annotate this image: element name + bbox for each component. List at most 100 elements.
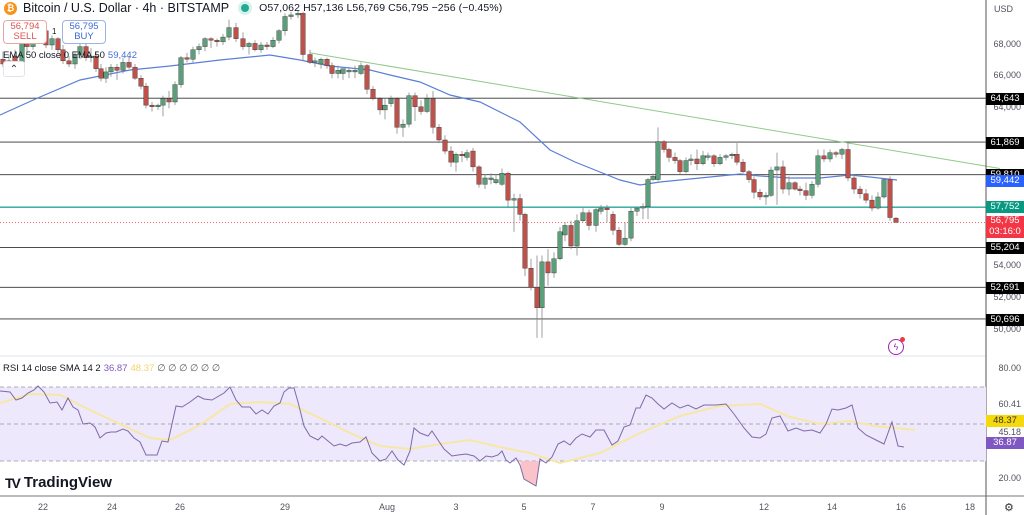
- rsi-tick-label: 20.00: [998, 473, 1021, 483]
- candle: [580, 212, 586, 221]
- candle: [640, 206, 646, 209]
- candle: [517, 198, 523, 215]
- candle: [270, 40, 276, 47]
- price-level-tag[interactable]: 61,869: [986, 137, 1024, 149]
- gear-icon[interactable]: ⚙: [1004, 502, 1014, 514]
- candle: [857, 188, 863, 195]
- tradingview-mark-icon: TV: [5, 474, 21, 491]
- rsi-value-tag: 48.37: [986, 415, 1024, 427]
- time-tick-label: 26: [174, 502, 186, 512]
- candle: [780, 166, 786, 190]
- candle: [539, 261, 545, 308]
- candle: [307, 54, 313, 63]
- candle: [827, 152, 833, 160]
- candle: [335, 70, 341, 74]
- candle: [149, 104, 155, 107]
- candle: [809, 184, 815, 196]
- candle: [604, 207, 610, 210]
- symbol-title[interactable]: Bitcoin / U.S. Dollar · 4h · BITSTAMP: [23, 1, 230, 15]
- candle: [622, 237, 628, 245]
- sell-button[interactable]: 56,794 SELL: [3, 20, 47, 44]
- currency-label[interactable]: USD: [994, 4, 1014, 14]
- price-level-tag[interactable]: 59,442: [986, 175, 1024, 187]
- price-level-tag[interactable]: 50,696: [986, 314, 1024, 326]
- candle: [172, 84, 178, 103]
- candle: [436, 127, 442, 141]
- candle: [418, 106, 424, 112]
- candle: [208, 38, 214, 41]
- buy-price: 56,795: [69, 21, 99, 32]
- candle: [358, 65, 364, 74]
- candle: [364, 65, 370, 90]
- candle: [746, 171, 752, 180]
- candle: [476, 166, 482, 185]
- candle: [610, 214, 616, 231]
- ema-legend-label: EMA 50 close 0 EMA 50: [3, 50, 105, 61]
- candle: [66, 60, 72, 65]
- candle: [448, 150, 454, 163]
- price-level-tag[interactable]: 52,691: [986, 282, 1024, 294]
- candle: [470, 150, 476, 168]
- chevron-up-icon[interactable]: ⌃: [3, 61, 25, 77]
- candle: [711, 155, 717, 164]
- candle: [616, 230, 622, 245]
- candle: [430, 98, 436, 128]
- ema-legend[interactable]: EMA 50 close 0 EMA 50 59,442: [3, 50, 137, 61]
- price-level-tag[interactable]: 56,795 03:16:0: [986, 215, 1024, 238]
- candle: [723, 155, 729, 158]
- candle: [815, 155, 821, 185]
- candle: [252, 43, 258, 50]
- time-tick-label: 29: [279, 502, 291, 512]
- candle: [528, 268, 534, 288]
- candle: [511, 198, 517, 201]
- candle: [661, 141, 667, 150]
- rsi-legend[interactable]: RSI 14 close SMA 14 2 36.87 48.37 ∅ ∅ ∅ ∅ ∅…: [3, 363, 220, 374]
- tradingview-logo[interactable]: TV TradingView: [5, 474, 112, 491]
- time-tick-label: 14: [826, 502, 838, 512]
- candle: [132, 66, 138, 79]
- rsi-sma-line: [0, 392, 916, 465]
- candle: [424, 98, 430, 112]
- price-level-tag[interactable]: 57,752: [986, 201, 1024, 213]
- candle: [833, 152, 839, 155]
- candle: [300, 13, 306, 55]
- tradingview-wordmark: TradingView: [23, 474, 112, 491]
- candle: [593, 209, 599, 226]
- candle: [694, 158, 700, 164]
- candle: [763, 195, 769, 198]
- lightning-icon[interactable]: ϟ: [888, 339, 904, 355]
- candle: [49, 38, 55, 46]
- price-tick-label: 52,000: [993, 292, 1021, 302]
- candle: [534, 286, 540, 308]
- buy-button[interactable]: 56,795 BUY: [62, 20, 106, 44]
- candle: [586, 212, 592, 226]
- candle: [258, 44, 264, 50]
- candle: [98, 68, 104, 79]
- candle: [196, 46, 202, 50]
- candle: [143, 85, 149, 106]
- candle: [352, 70, 358, 73]
- price-level-tag[interactable]: 55,204: [986, 242, 1024, 254]
- candle: [220, 36, 226, 43]
- candle: [650, 176, 656, 180]
- price-tick-label: 64,000: [993, 102, 1021, 112]
- buy-label: BUY: [74, 31, 94, 42]
- candle: [264, 44, 270, 47]
- candle: [318, 59, 324, 65]
- market-open-indicator: [241, 4, 250, 12]
- candle: [568, 225, 574, 247]
- candle: [155, 104, 161, 107]
- candle: [138, 78, 144, 87]
- price-tick-label: 50,000: [993, 324, 1021, 334]
- candle: [717, 157, 723, 164]
- descending-trendline[interactable]: [309, 52, 1001, 169]
- candle: [734, 154, 740, 163]
- candle: [77, 46, 83, 55]
- candle: [88, 55, 94, 58]
- candle: [893, 217, 899, 223]
- price-level-tag[interactable]: 64,643: [986, 93, 1024, 105]
- candle: [557, 231, 563, 259]
- time-tick-label: Aug: [378, 502, 396, 512]
- candle: [645, 179, 651, 207]
